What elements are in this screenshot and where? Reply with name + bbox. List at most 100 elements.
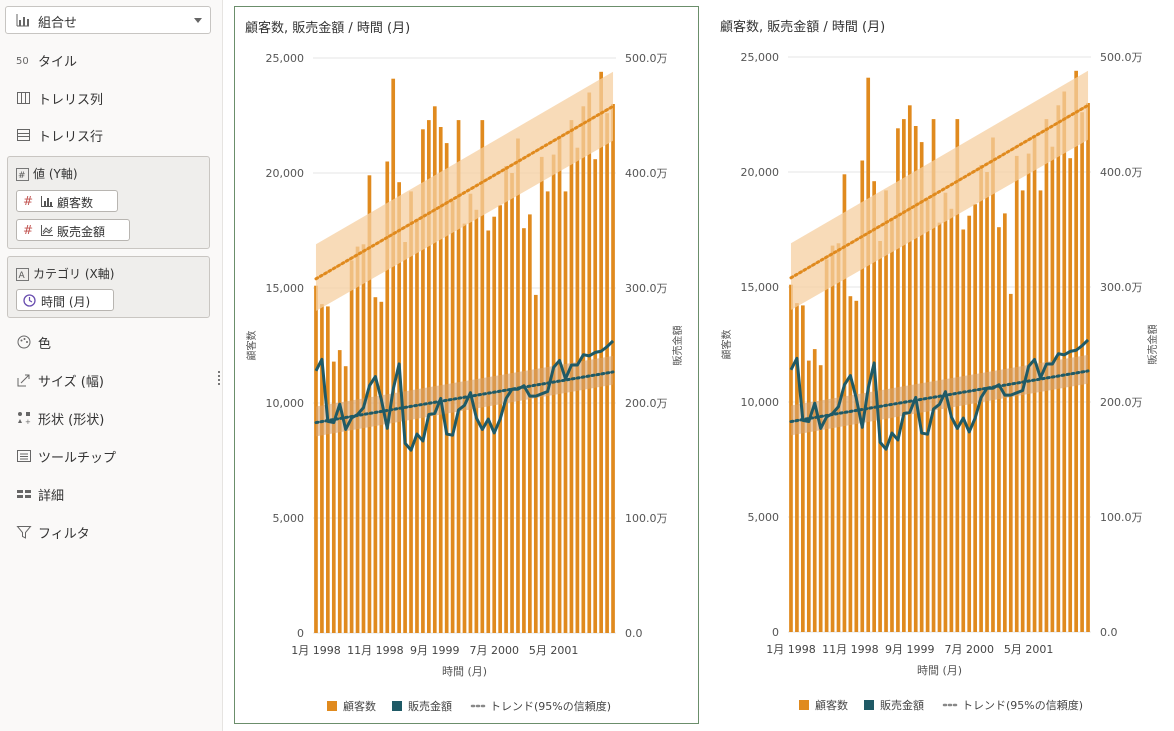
category-well[interactable]: A カテゴリ (X軸) 時間 (月) (7, 256, 210, 318)
bar-customers (349, 260, 354, 633)
legend-swatch-sales (392, 701, 402, 711)
bar-customers (949, 208, 954, 633)
trellis-rows-icon (17, 129, 30, 141)
bar-customers (1038, 190, 1043, 632)
legend-label-sales: 販売金額 (408, 699, 452, 713)
bar-chart-icon (41, 196, 53, 207)
y-tick-label-left: 5,000 (273, 512, 305, 525)
chart-panel-1[interactable]: 顧客数, 販売金額 / 時間 (月) 0 0.0 5,000 100.0万 10,000… (234, 6, 699, 724)
chart-title: 顧客数, 販売金額 / 時間 (月) (245, 21, 411, 36)
pill-label: 時間 (月) (41, 295, 91, 309)
x-tick-label: 9月 1999 (885, 643, 935, 656)
y-tick-label-left: 15,000 (266, 282, 305, 295)
combo-chart: 0 0.0 5,000 100.0万 10,000 200.0万 15,000 300.0万 2… (245, 52, 684, 713)
pill-label: 顧客数 (57, 196, 94, 210)
values-well-title: # 値 (Y軸) (16, 167, 78, 181)
bar-customers (314, 285, 318, 633)
legend-swatch-customers (799, 700, 809, 710)
svg-text:A: A (19, 271, 26, 281)
trend-line-sales (314, 370, 615, 425)
bar-customers (1068, 158, 1073, 632)
category-pill-time[interactable]: 時間 (月) (16, 289, 114, 311)
number-icon: # (16, 168, 29, 181)
y-tick-label-right: 500.0万 (625, 52, 668, 65)
y-tick-label-left: 5,000 (748, 511, 780, 524)
bar-customers (955, 119, 960, 633)
clock-icon (23, 294, 36, 307)
sidebar-item-label: 色 (38, 337, 52, 352)
sidebar-item-label: 詳細 (38, 489, 65, 504)
bar-customers (438, 127, 443, 633)
y-axis-title-left: 顧客数 (245, 331, 258, 361)
bar-customers (373, 297, 378, 633)
x-tick-label: 1月 1998 (766, 643, 816, 656)
measure-hash-icon: # (23, 194, 34, 208)
x-tick-label: 1月 1998 (291, 644, 341, 657)
bar-customers (1020, 190, 1025, 632)
values-pill-customers[interactable]: # 顧客数 (16, 190, 118, 212)
trend-line-customers (314, 104, 615, 281)
bar-customers (474, 209, 479, 634)
bar-customers (967, 215, 972, 632)
shape-icon: + (18, 412, 31, 426)
bar-customers (326, 306, 330, 633)
bar-customers (432, 106, 437, 634)
sidebar-item-label: トレリス列 (38, 93, 104, 108)
bar-customers (492, 216, 497, 633)
x-axis-title: 時間 (月) (442, 665, 487, 678)
bar-customers (1008, 293, 1013, 632)
bar-customers (331, 361, 336, 633)
trend-line-customers (789, 103, 1090, 280)
tile-icon: 50 (16, 56, 29, 67)
chart-type-dropdown[interactable]: 組合せ (5, 6, 211, 34)
y-tick-label-right: 0.0 (1100, 626, 1118, 639)
bar-customers (337, 350, 342, 633)
pill-label: 販売金額 (57, 225, 106, 239)
y-tick-label-right: 300.0万 (625, 282, 668, 295)
bar-customers (421, 129, 425, 634)
chart-panel-2[interactable]: 顧客数, 販売金額 / 時間 (月) 0 0.0 5,000 100.0万 10,000… (710, 6, 1172, 724)
y-axis-title-right: 販売金額 (671, 326, 684, 366)
properties-sidebar: 組合せ 50 タイル トレリス列 トレリス行 # 値 (Y軸) # 顧客数 # 販… (0, 0, 223, 731)
y-axis-title-left: 顧客数 (720, 330, 733, 360)
svg-text:+: + (25, 418, 31, 426)
bar-customers (896, 128, 900, 633)
sidebar-resize-handle[interactable] (218, 371, 222, 385)
bar-customers (937, 222, 942, 632)
y-tick-label-right: 400.0万 (625, 167, 668, 180)
chevron-down-icon[interactable] (194, 18, 202, 23)
bar-customers (913, 126, 918, 632)
x-axis-title: 時間 (月) (917, 664, 962, 677)
bar-customers (801, 305, 805, 632)
y-tick-label-right: 0.0 (625, 627, 643, 640)
y-tick-label-right: 100.0万 (625, 512, 668, 525)
y-tick-label-right: 300.0万 (1100, 281, 1143, 294)
bar-customers (522, 228, 526, 633)
y-tick-label-left: 20,000 (741, 166, 780, 179)
values-well[interactable]: # 値 (Y軸) # 顧客数 # 販売金額 (7, 156, 210, 249)
detail-icon (17, 490, 31, 498)
y-tick-label-left: 0 (772, 626, 779, 639)
bar-customers (391, 78, 396, 633)
values-pill-sales[interactable]: # 販売金額 (16, 219, 130, 241)
bar-customers (789, 284, 793, 632)
bar-customers (456, 120, 461, 634)
x-tick-label: 7月 2000 (944, 643, 994, 656)
palette-icon (17, 335, 31, 349)
measure-hash-icon: # (23, 223, 34, 237)
x-tick-label: 5月 2001 (1004, 643, 1054, 656)
y-tick-label-left: 15,000 (741, 281, 780, 294)
bar-customers (528, 214, 532, 633)
combo-chart: 0 0.0 5,000 100.0万 10,000 200.0万 15,000 300.0万 2… (720, 51, 1159, 712)
bar-customers (415, 219, 419, 633)
bar-customers (379, 301, 384, 633)
bar-customers (355, 246, 360, 633)
sidebar-item-label: ツールチップ (38, 451, 117, 466)
bar-customers (468, 193, 473, 633)
bar-customers (902, 119, 906, 633)
chart-title: 顧客数, 販売金額 / 時間 (月) (720, 20, 886, 35)
x-tick-label: 11月 1998 (347, 644, 404, 657)
bar-customers (320, 304, 324, 633)
chart-type-label: 組合せ (38, 16, 78, 31)
bar-customers (931, 119, 936, 633)
